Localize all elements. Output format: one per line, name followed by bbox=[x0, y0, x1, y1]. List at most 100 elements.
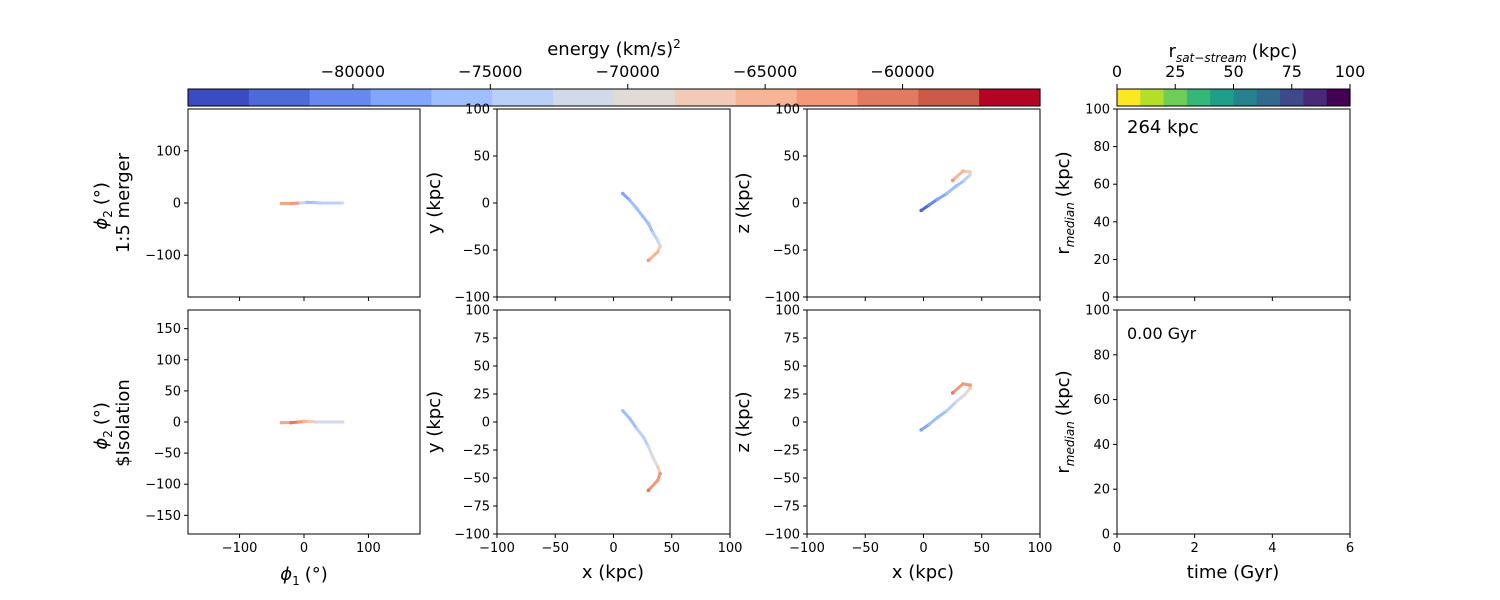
y-tick-label: −50 bbox=[773, 472, 800, 487]
colorbar-segment bbox=[553, 89, 615, 106]
y-tick-label: 100 bbox=[775, 103, 800, 118]
colorbar-tick-label: 50 bbox=[1223, 62, 1243, 81]
colorbar-segment bbox=[1233, 89, 1258, 106]
stream-segment bbox=[635, 427, 646, 440]
stream-segment bbox=[935, 192, 949, 201]
stream-point bbox=[628, 198, 632, 202]
colorbar-tick-label: −65000 bbox=[733, 62, 797, 81]
stream-point bbox=[968, 386, 972, 391]
stream-point bbox=[646, 488, 651, 493]
y-tick-label: 0 bbox=[1102, 291, 1110, 306]
stream-point bbox=[968, 383, 972, 387]
y-tick-label: −100 bbox=[145, 249, 181, 264]
energy-colorbar: −80000 −75000 −70000 −65000 −60000 bbox=[187, 62, 1041, 107]
colorbar-tick-label: −75000 bbox=[458, 62, 522, 81]
stream-point bbox=[919, 428, 923, 432]
panel-bottom-phi: −100 0 100 −150 −100 −50 0 50 100 150 bbox=[145, 309, 421, 556]
x-tick-label: −50 bbox=[852, 541, 879, 556]
stream-point bbox=[968, 173, 972, 177]
y-tick-label: −50 bbox=[463, 244, 490, 259]
rsat-colorbar-title: rsat−stream (kpc) bbox=[1169, 41, 1298, 65]
x-tick-label: 6 bbox=[1346, 541, 1354, 556]
stream-point bbox=[935, 415, 940, 420]
colorbar-tick-label: −80000 bbox=[321, 62, 385, 81]
stream-point bbox=[315, 420, 319, 424]
xz-x-label: x (kpc) bbox=[892, 562, 954, 583]
panel-top-r: 0 20 40 60 80 100 bbox=[1085, 103, 1351, 306]
stream-segment bbox=[628, 417, 639, 431]
x-tick-label: 100 bbox=[356, 541, 381, 556]
stream-segment bbox=[945, 400, 958, 413]
y-tick-label: 25 bbox=[783, 388, 800, 403]
y-tick-label: −100 bbox=[454, 291, 490, 306]
stream-point bbox=[954, 184, 958, 188]
stream-point bbox=[621, 191, 625, 196]
stream-point bbox=[658, 244, 662, 249]
colorbar-segment bbox=[1186, 89, 1211, 106]
x-tick-label: −100 bbox=[222, 541, 258, 556]
row2-z-label: z (kpc) bbox=[733, 392, 754, 453]
stream-point bbox=[298, 201, 303, 205]
stream-point bbox=[945, 409, 949, 413]
x-tick-label: −100 bbox=[479, 541, 515, 556]
energy-colorbar-title: energy (km/s)2 bbox=[547, 37, 681, 60]
row1-y-label: y (kpc) bbox=[424, 172, 445, 234]
rsat-colorbar: 0 25 50 75 100 bbox=[1112, 62, 1365, 107]
y-tick-label: −50 bbox=[154, 447, 181, 462]
colorbar-segment bbox=[492, 89, 554, 106]
y-tick-label: 60 bbox=[1093, 393, 1110, 408]
stream-point bbox=[289, 201, 293, 206]
colorbar-segment bbox=[674, 89, 737, 106]
stream-segment bbox=[628, 198, 639, 211]
x-tick-label: 4 bbox=[1268, 541, 1276, 556]
phi1-label: ϕ1 (°) bbox=[280, 564, 328, 588]
y-tick-label: 100 bbox=[156, 144, 181, 159]
colorbar-tick-label: −60000 bbox=[870, 62, 934, 81]
colorbar-segment bbox=[979, 89, 1041, 106]
colorbar-segment bbox=[1117, 89, 1141, 106]
x-tick-label: 0 bbox=[609, 541, 617, 556]
row2-rmedian-label: rmedian(kpc) bbox=[1053, 370, 1077, 473]
y-tick-label: 150 bbox=[156, 322, 181, 337]
stream-segment bbox=[935, 409, 949, 420]
stream-point bbox=[655, 238, 660, 243]
y-tick-label: 40 bbox=[1093, 215, 1110, 230]
stream-point bbox=[962, 393, 967, 397]
stream-point bbox=[621, 409, 625, 413]
row2-y-label: y (kpc) bbox=[424, 391, 445, 453]
stream-point bbox=[962, 178, 967, 183]
panel-bottom-xz: −100 −50 0 50 100 −100 −75 −50 −25 0 25 50 75 100 bbox=[764, 304, 1052, 557]
y-tick-label: 80 bbox=[1093, 348, 1110, 363]
x-tick-label: 0 bbox=[919, 541, 927, 556]
colorbar-segment bbox=[918, 89, 980, 106]
y-tick-label: 50 bbox=[783, 150, 800, 165]
stream-point bbox=[651, 456, 655, 460]
colorbar-segment bbox=[248, 89, 311, 106]
stream-point bbox=[311, 200, 316, 205]
stream-point bbox=[628, 416, 632, 421]
colorbar-tick-label: −70000 bbox=[596, 62, 660, 81]
stream-point bbox=[318, 201, 322, 205]
x-tick-label: 0 bbox=[1113, 541, 1121, 556]
time-annotation: 0.00 Gyr bbox=[1127, 324, 1197, 343]
row2-phi2-label: ϕ2(°) $Isolation bbox=[91, 379, 134, 467]
stream-point bbox=[279, 420, 284, 425]
y-tick-label: 60 bbox=[1093, 178, 1110, 193]
y-tick-label: −25 bbox=[463, 444, 490, 459]
y-tick-label: 0 bbox=[173, 197, 181, 212]
y-tick-label: 100 bbox=[1085, 304, 1110, 319]
colorbar-segment bbox=[1280, 89, 1304, 106]
stream-point bbox=[279, 201, 284, 206]
stream-point bbox=[635, 426, 639, 431]
panel-bottom-xy: −100 −50 0 50 100 −100 −75 −50 −25 0 25 50 75 100 bbox=[454, 304, 742, 557]
stream-point bbox=[655, 465, 660, 469]
x-tick-label: 50 bbox=[663, 541, 680, 556]
axes-frame bbox=[806, 309, 1041, 535]
stream-point bbox=[635, 206, 639, 211]
row1-z-label: z (kpc) bbox=[733, 173, 754, 234]
stream-segment bbox=[945, 184, 958, 196]
colorbar-segment bbox=[1256, 89, 1281, 106]
y-tick-label: 0 bbox=[482, 197, 490, 212]
stream-point bbox=[655, 250, 660, 254]
